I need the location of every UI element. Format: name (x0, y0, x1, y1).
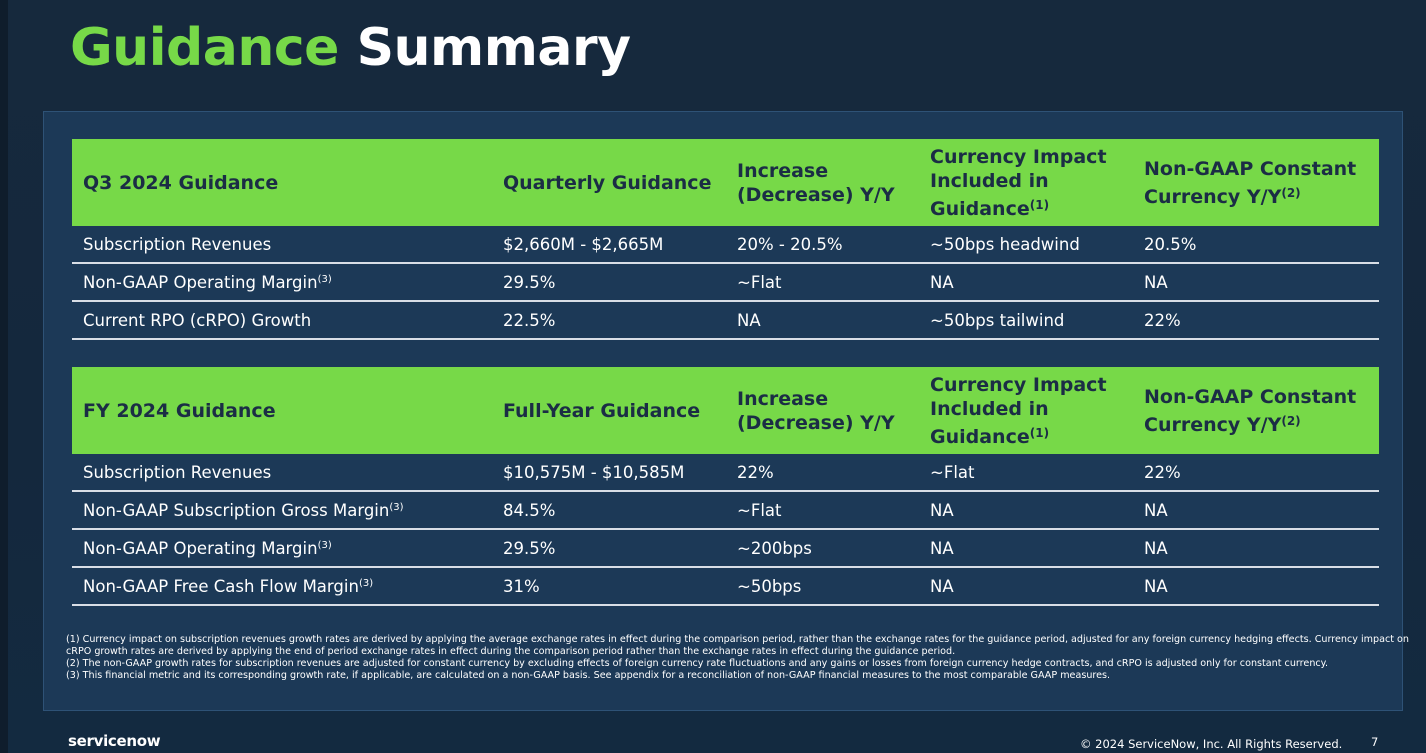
row-label-text: Non-GAAP Free Cash Flow Margin (83, 576, 359, 596)
table-cell: 22% (1133, 301, 1379, 340)
column-header: Currency Impact Included in Guidance(1) (919, 367, 1133, 454)
table-cell: ~50bps headwind (919, 226, 1133, 264)
footnote-ref: (2) (1281, 185, 1301, 200)
footnote: (2) The non-GAAP growth rates for subscr… (66, 658, 1329, 669)
table-cell: NA (919, 529, 1133, 568)
table-cell: NA (1133, 567, 1379, 606)
footnote: (1) Currency impact on subscription reve… (66, 634, 1409, 657)
table-row: Current RPO (cRPO) Growth 22.5% NA ~50bps t… (72, 301, 1379, 340)
table-cell: 22% (1133, 454, 1379, 492)
row-label: Non-GAAP Free Cash Flow Margin(3) (72, 567, 492, 606)
row-label-text: Non-GAAP Operating Margin (83, 272, 318, 292)
table-row: Non-GAAP Subscription Gross Margin(3) 84.… (72, 491, 1379, 530)
fy-guidance-table: FY 2024 Guidance Full-Year Guidance Increa… (72, 367, 1379, 606)
header-text: Currency Impact Included in Guidance (930, 373, 1107, 448)
page-number: 7 (1371, 735, 1379, 749)
table-cell: 84.5% (492, 491, 726, 530)
title-white: Summary (356, 18, 631, 78)
footnote-ref: (1) (1029, 425, 1050, 440)
table-cell: NA (919, 567, 1133, 606)
column-header: FY 2024 Guidance (72, 367, 492, 454)
table-row: Subscription Revenues $10,575M - $10,585M… (72, 454, 1379, 492)
footnote-ref: (3) (389, 501, 404, 513)
copyright: © 2024 ServiceNow, Inc. All Rights Reser… (1080, 737, 1343, 751)
column-header: Quarterly Guidance (492, 139, 726, 226)
header-text: Increase (Decrease) Y/Y (737, 159, 895, 206)
header-text: Currency Impact Included in Guidance (930, 145, 1107, 220)
table-cell: $10,575M - $10,585M (492, 454, 726, 492)
guidance-panel: Q3 2024 Guidance Quarterly Guidance Increa… (43, 111, 1403, 711)
row-label-text: Subscription Revenues (83, 462, 272, 482)
header-text: Non-GAAP Constant Currency Y/Y (1144, 157, 1357, 208)
table-cell: ~200bps (726, 529, 919, 568)
footnote-ref: (3) (317, 273, 332, 285)
table-cell: 20% - 20.5% (726, 226, 919, 264)
table-cell: 29.5% (492, 263, 726, 302)
table-cell: 31% (492, 567, 726, 606)
table-cell: NA (919, 491, 1133, 530)
servicenow-logo: servicenow (68, 732, 161, 750)
table-cell: ~Flat (726, 491, 919, 530)
header-text: FY 2024 Guidance (83, 399, 276, 422)
header-row: FY 2024 Guidance Full-Year Guidance Increa… (72, 367, 1379, 454)
footnote-ref: (3) (358, 577, 374, 589)
table-cell: NA (919, 263, 1133, 302)
footnote-ref: (2) (1281, 413, 1301, 428)
row-label: Subscription Revenues (72, 226, 492, 264)
table-cell: NA (726, 301, 919, 340)
column-header: Currency Impact Included in Guidance(1) (919, 139, 1133, 226)
table-cell: ~Flat (919, 454, 1133, 492)
q3-guidance-table: Q3 2024 Guidance Quarterly Guidance Increa… (72, 139, 1379, 340)
table-cell: $2,660M - $2,665M (492, 226, 726, 264)
table-cell: NA (1133, 529, 1379, 568)
table-cell: NA (1133, 263, 1379, 302)
table-cell: NA (1133, 491, 1379, 530)
table-row: Non-GAAP Free Cash Flow Margin(3) 31% ~50b… (72, 567, 1379, 606)
page-title: Guidance Summary (70, 18, 631, 78)
header-text: Non-GAAP Constant Currency Y/Y (1144, 385, 1357, 436)
column-header: Increase (Decrease) Y/Y (726, 139, 919, 226)
row-label-text: Non-GAAP Subscription Gross Margin (83, 500, 390, 520)
table-cell: ~50bps (726, 567, 919, 606)
title-green: Guidance (70, 18, 339, 78)
table-cell: 20.5% (1133, 226, 1379, 264)
row-label: Subscription Revenues (72, 454, 492, 492)
footnotes: (1) Currency impact on subscription reve… (66, 634, 1426, 682)
header-text: Increase (Decrease) Y/Y (737, 387, 895, 434)
header-text: Q3 2024 Guidance (83, 171, 279, 194)
row-label: Non-GAAP Subscription Gross Margin(3) (72, 491, 492, 530)
header-text: Quarterly Guidance (503, 171, 712, 194)
column-header: Non-GAAP Constant Currency Y/Y(2) (1133, 367, 1379, 454)
footnote-ref: (3) (317, 539, 332, 551)
row-label: Non-GAAP Operating Margin(3) (72, 263, 492, 302)
table-cell: 22.5% (492, 301, 726, 340)
header-row: Q3 2024 Guidance Quarterly Guidance Increa… (72, 139, 1379, 226)
row-label-text: Non-GAAP Operating Margin (83, 538, 318, 558)
column-header: Full-Year Guidance (492, 367, 726, 454)
table-row: Non-GAAP Operating Margin(3) 29.5% ~Flat NA… (72, 263, 1379, 302)
footnote-ref: (1) (1029, 197, 1050, 212)
column-header: Increase (Decrease) Y/Y (726, 367, 919, 454)
slide: Guidance Summary Q3 2024 Guidance Quarter… (8, 0, 1426, 753)
header-text: Full-Year Guidance (503, 399, 701, 422)
row-label: Non-GAAP Operating Margin(3) (72, 529, 492, 568)
row-label: Current RPO (cRPO) Growth (72, 301, 492, 340)
column-header: Non-GAAP Constant Currency Y/Y(2) (1133, 139, 1379, 226)
table-row: Non-GAAP Operating Margin(3) 29.5% ~200bps… (72, 529, 1379, 568)
table-row: Subscription Revenues $2,660M - $2,665M 20… (72, 226, 1379, 264)
table-cell: 22% (726, 454, 919, 492)
column-header: Q3 2024 Guidance (72, 139, 492, 226)
table-cell: ~50bps tailwind (919, 301, 1133, 340)
table-cell: 29.5% (492, 529, 726, 568)
footnote: (3) This financial metric and its corres… (66, 670, 1111, 681)
row-label-text: Subscription Revenues (83, 234, 272, 254)
row-label-text: Current RPO (cRPO) Growth (83, 310, 312, 330)
table-cell: ~Flat (726, 263, 919, 302)
